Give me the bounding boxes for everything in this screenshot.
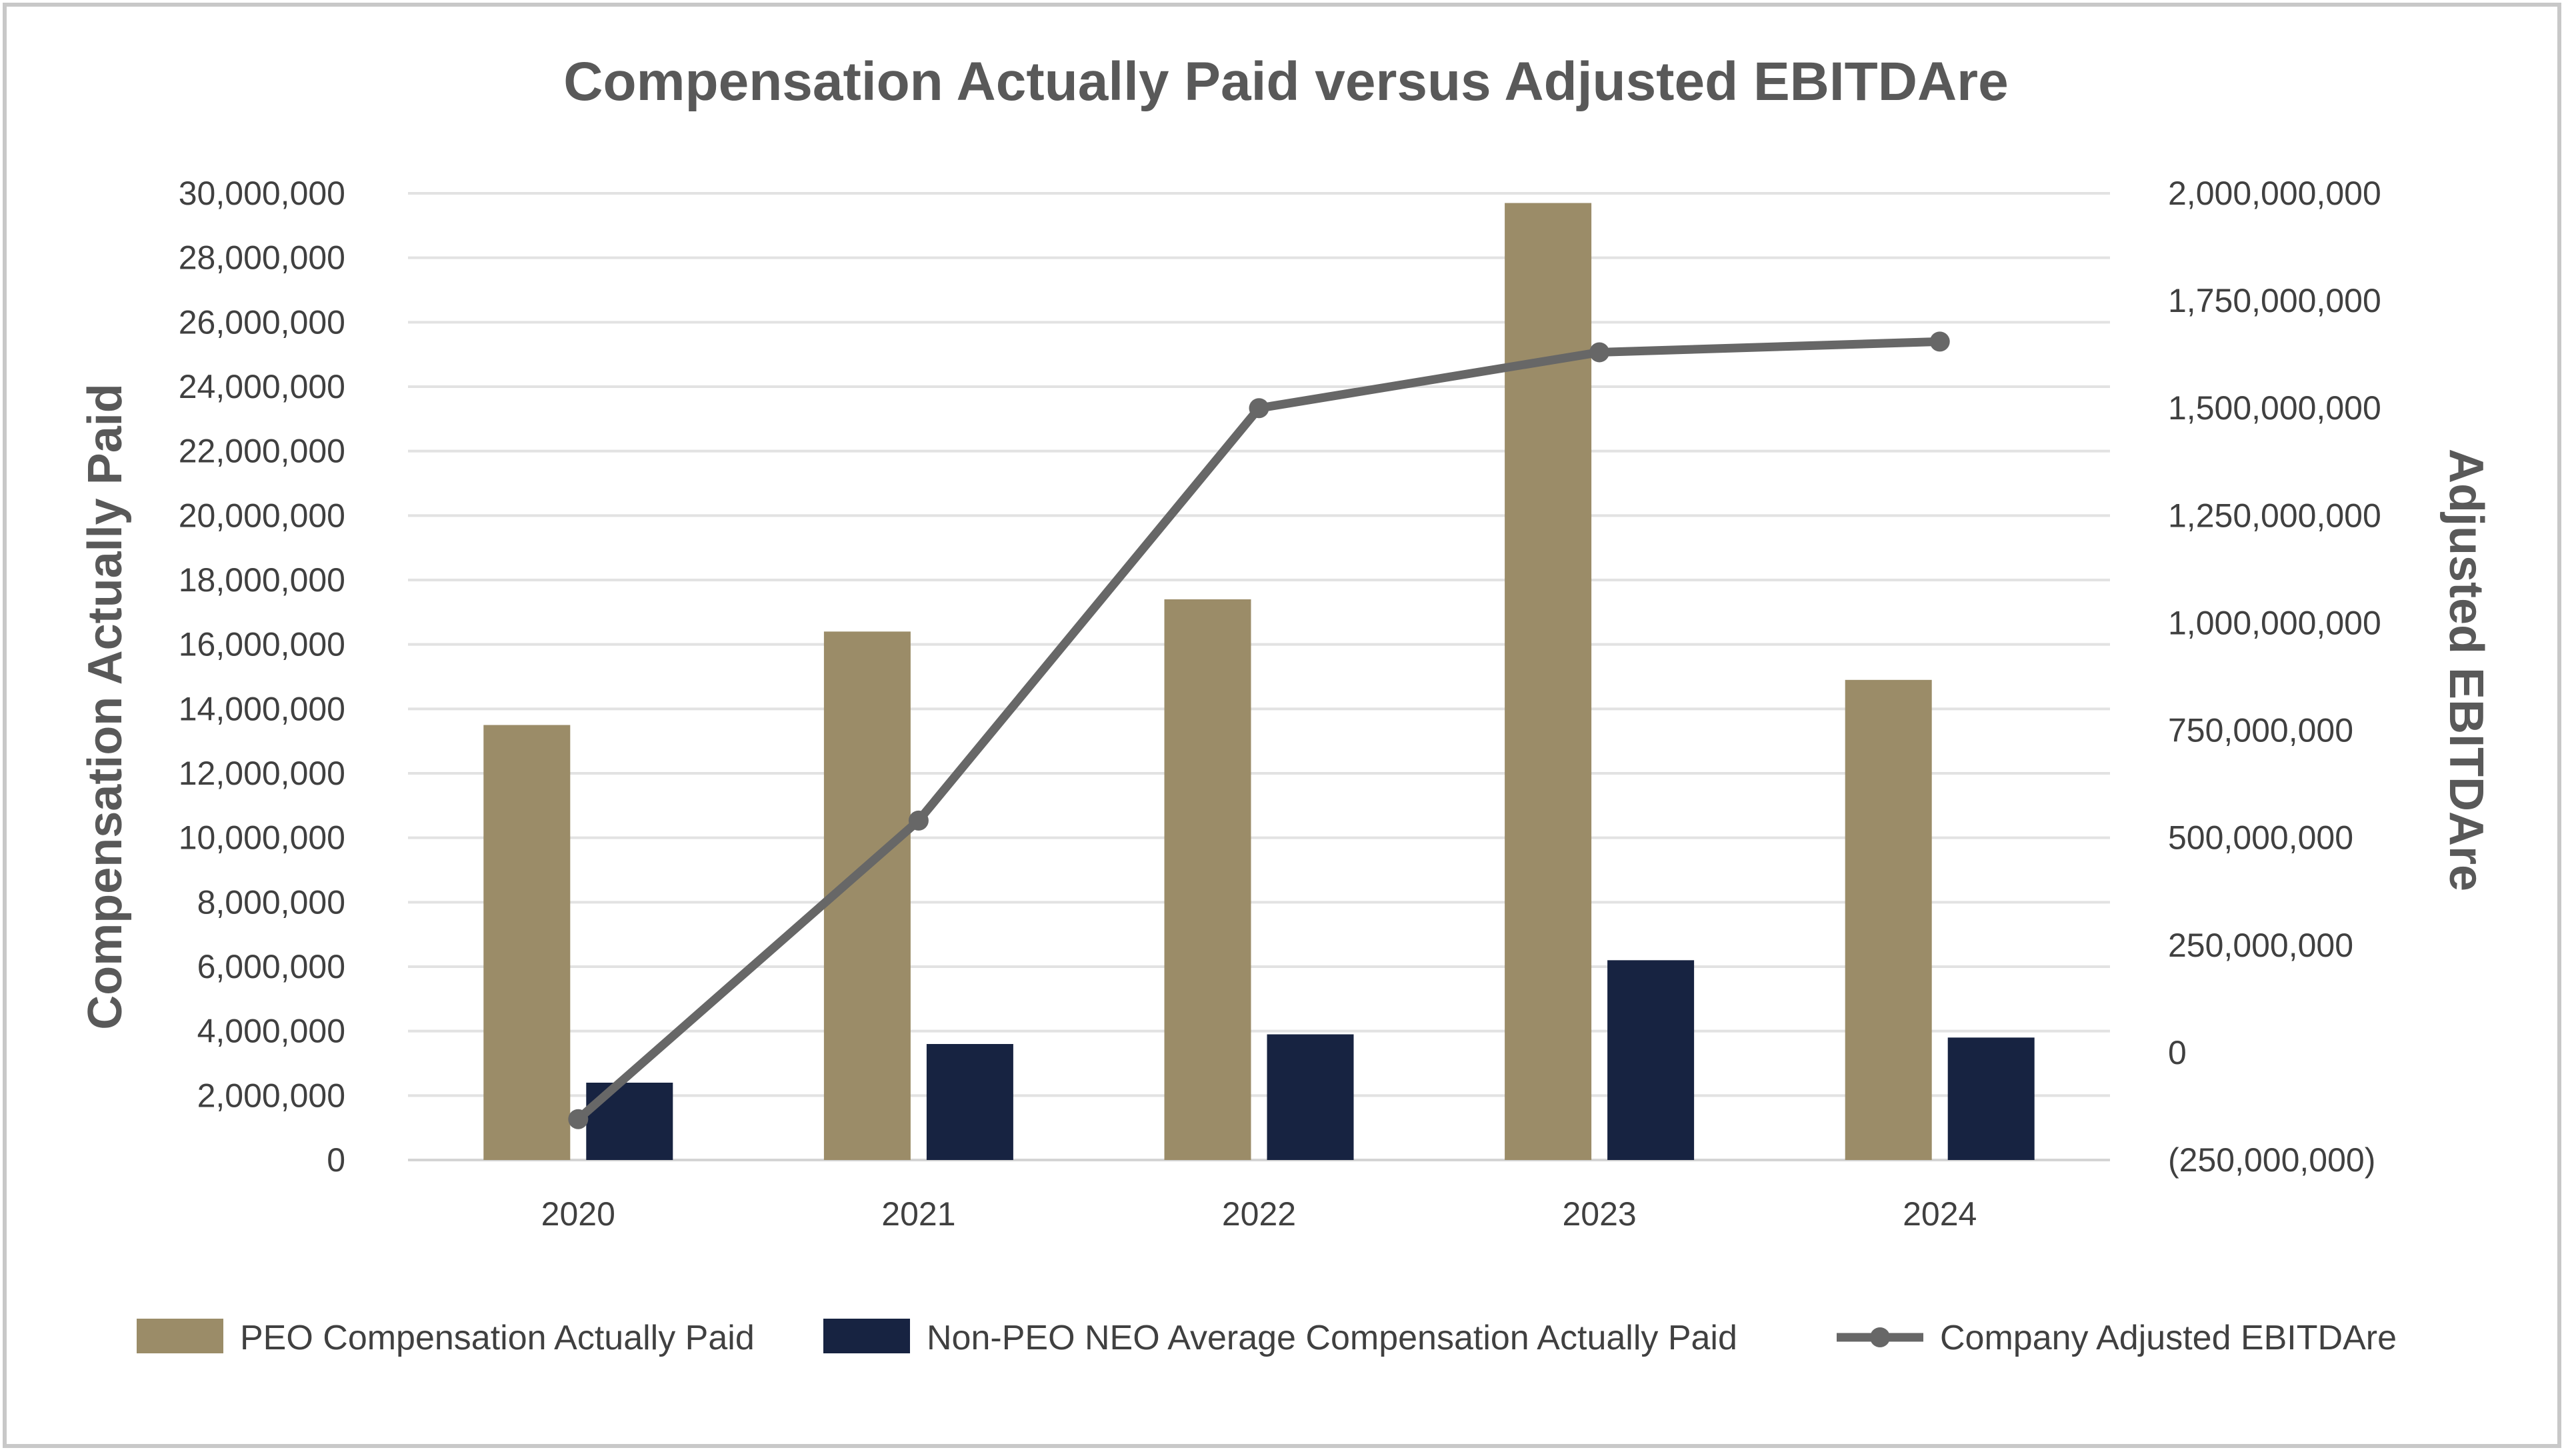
bar-2022-s1: [1267, 1034, 1354, 1160]
x-axis-ticks: 2020 2021 2022 2023 2024: [541, 1195, 1977, 1233]
x-tick-label: 2023: [1562, 1195, 1636, 1233]
left-tick-label: 6,000,000: [197, 948, 345, 985]
x-tick-label: 2021: [881, 1195, 955, 1233]
ebitdare-point-2021: [908, 810, 929, 831]
right-tick-label: (250,000,000): [2168, 1141, 2375, 1179]
left-axis-ticks: 0 2,000,000 4,000,000 6,000,000 8,000,000 10,…: [179, 175, 345, 1179]
left-tick-label: 22,000,000: [179, 433, 345, 470]
gridlines: [408, 192, 2110, 1161]
bar-2023-s1: [1607, 960, 1695, 1160]
right-tick-label: 2,000,000,000: [2168, 175, 2381, 212]
left-tick-label: 4,000,000: [197, 1013, 345, 1050]
legend-label-2: Company Adjusted EBITDAre: [1940, 1319, 2397, 1357]
bar-2023-s0: [1505, 203, 1592, 1160]
right-tick-label: 750,000,000: [2168, 712, 2353, 749]
right-tick-label: 1,500,000,000: [2168, 389, 2381, 427]
legend: PEO Compensation Actually Paid Non-PEO NE…: [137, 1319, 2397, 1357]
ebitdare-line: [575, 337, 1940, 1123]
legend-label-0: PEO Compensation Actually Paid: [240, 1319, 755, 1357]
legend-swatch-1: [823, 1319, 910, 1353]
left-tick-label: 20,000,000: [179, 497, 345, 534]
bar-2020-s1: [586, 1083, 673, 1160]
right-tick-label: 1,000,000,000: [2168, 604, 2381, 641]
legend-swatch-marker: [1870, 1327, 1890, 1347]
line-series: [568, 331, 1950, 1129]
left-tick-label: 30,000,000: [179, 175, 345, 212]
left-tick-label: 16,000,000: [179, 626, 345, 663]
left-tick-label: 28,000,000: [179, 239, 345, 277]
bar-2022-s0: [1164, 599, 1251, 1160]
chart-frame: [3, 3, 2561, 1448]
legend-label-1: Non-PEO NEO Average Compensation Actuall…: [927, 1319, 1737, 1357]
left-tick-label: 14,000,000: [179, 690, 345, 727]
left-tick-label: 18,000,000: [179, 561, 345, 599]
ebitdare-point-2024: [1929, 331, 1950, 352]
right-tick-label: 250,000,000: [2168, 927, 2353, 964]
right-axis-ticks: (250,000,000) 0 250,000,000 500,000,000 750,…: [2168, 175, 2381, 1179]
right-tick-label: 0: [2168, 1034, 2187, 1071]
right-tick-label: 1,250,000,000: [2168, 497, 2381, 534]
right-axis-title: Adjusted EBITDAre: [2439, 449, 2493, 891]
left-tick-label: 26,000,000: [179, 303, 345, 341]
bar-2024-s1: [1947, 1037, 2035, 1160]
left-tick-label: 8,000,000: [197, 883, 345, 921]
right-tick-label: 500,000,000: [2168, 819, 2353, 857]
ebitdare-point-2020: [568, 1109, 589, 1129]
bar-2024-s0: [1845, 679, 1932, 1160]
x-tick-label: 2022: [1222, 1195, 1296, 1233]
left-tick-label: 12,000,000: [179, 755, 345, 792]
left-tick-label: 24,000,000: [179, 368, 345, 405]
left-axis-title: Compensation Actually Paid: [79, 383, 132, 1030]
legend-swatch-0: [137, 1319, 223, 1353]
chart-title: Compensation Actually Paid versus Adjust…: [563, 51, 2008, 112]
left-tick-label: 10,000,000: [179, 819, 345, 857]
bar-2020-s0: [483, 725, 571, 1160]
ebitdare-point-2022: [1249, 398, 1269, 419]
x-tick-label: 2024: [1903, 1195, 1977, 1233]
ebitdare-point-2023: [1589, 342, 1610, 363]
left-tick-label: 2,000,000: [197, 1077, 345, 1114]
left-tick-label: 0: [327, 1141, 345, 1179]
right-tick-label: 1,750,000,000: [2168, 282, 2381, 319]
x-tick-label: 2020: [541, 1195, 615, 1233]
bar-2021-s1: [926, 1044, 1013, 1160]
